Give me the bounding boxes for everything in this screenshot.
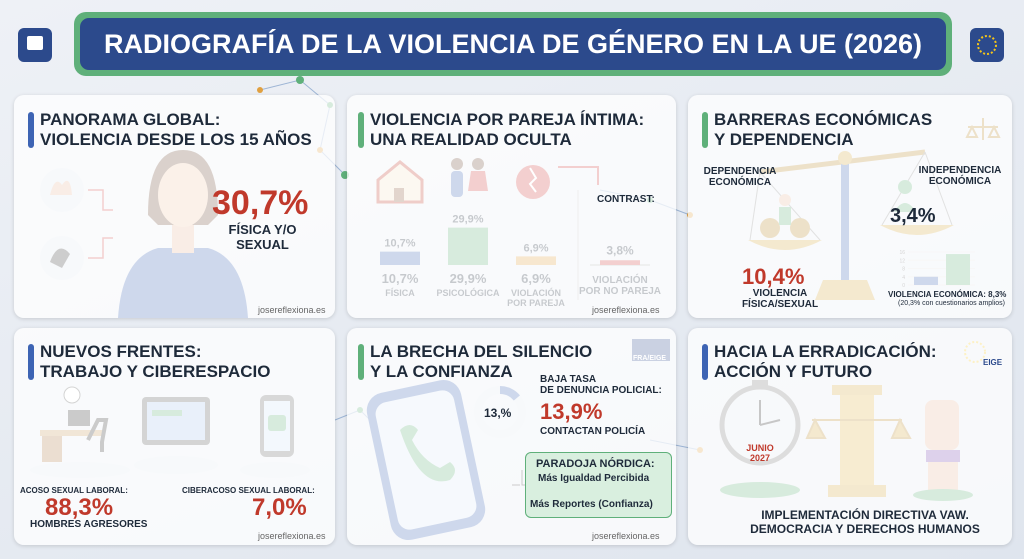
label-line: VIOLENCIA bbox=[752, 288, 808, 299]
stat-label: VIOLENCIA FÍSICA/SEXUAL bbox=[740, 288, 820, 310]
badge: FRA/EIGE bbox=[633, 355, 667, 362]
panel bbox=[14, 95, 335, 318]
heading: BAJA TASA DE DENUNCIA POLICIAL: bbox=[540, 374, 662, 396]
paradox-line: Más Reportes (Confianza) bbox=[530, 499, 653, 510]
label-line: 2027 bbox=[749, 453, 771, 463]
footer: josereflexiona.es bbox=[592, 305, 660, 315]
panel bbox=[14, 328, 335, 545]
paradox-line: Más Igualdad Percibida bbox=[538, 473, 650, 484]
panel bbox=[688, 95, 1012, 318]
stat: 10,4% bbox=[742, 264, 805, 289]
note: VIOLENCIA ECONÓMICA: 8,3% bbox=[888, 290, 1007, 299]
heading: CIBERACOSO SEXUAL LABORAL: bbox=[182, 486, 315, 495]
contrast-heading: CONTRAST: bbox=[597, 194, 655, 205]
clock-label: JUNIO 2027 bbox=[740, 443, 780, 463]
footer: josereflexiona.es bbox=[258, 531, 326, 541]
footer: josereflexiona.es bbox=[592, 531, 660, 541]
subnote: (20,3% con cuestionarios amplios) bbox=[898, 300, 1005, 307]
label-line: DEPENDENCIA bbox=[703, 166, 777, 177]
label-line: IMPLEMENTACIÓN DIRECTIVA VAW. bbox=[761, 508, 969, 522]
label-line: SEXUAL bbox=[236, 237, 289, 252]
title-line: NUEVOS FRENTES: bbox=[40, 342, 202, 361]
title-line: LA BRECHA DEL SILENCIO bbox=[370, 342, 593, 361]
title-line: TRABAJO Y CIBERESPACIO bbox=[40, 362, 271, 381]
title-line: HACIA LA ERRADICACIÓN: bbox=[714, 342, 937, 361]
label-line: ECONÓMICA bbox=[708, 177, 772, 188]
title-line: PANORAMA GLOBAL: bbox=[40, 110, 221, 129]
donut-label: 13,% bbox=[484, 406, 512, 420]
label-line: BAJA TASA bbox=[540, 374, 597, 385]
panel-title: HACIA LA ERRADICACIÓN: ACCIÓN Y FUTURO bbox=[702, 342, 937, 382]
stat: 30,7% bbox=[212, 184, 309, 222]
label-line: DE DENUNCIA POLICIAL: bbox=[540, 385, 662, 396]
stat-label: FÍSICA Y/O SEXUAL bbox=[215, 222, 310, 252]
panel-title: PANORAMA GLOBAL: VIOLENCIA DESDE LOS 15 A… bbox=[28, 110, 312, 150]
panel bbox=[688, 328, 1012, 545]
title-line: ACCIÓN Y FUTURO bbox=[714, 362, 873, 381]
panel bbox=[347, 95, 676, 318]
heading: ACOSO SEXUAL LABORAL: bbox=[20, 486, 128, 495]
panel-title: LA BRECHA DEL SILENCIO Y LA CONFIANZA bbox=[358, 342, 592, 382]
label: DEPENDENCIA ECONÓMICA bbox=[700, 166, 780, 188]
title-line: Y DEPENDENCIA bbox=[714, 130, 854, 149]
label-line: FÍSICA Y/O bbox=[228, 222, 297, 237]
stat-label: CONTACTAN POLICÍA bbox=[540, 426, 646, 437]
title-line: BARRERAS ECONÓMICAS bbox=[714, 110, 933, 129]
footer: josereflexiona.es bbox=[258, 305, 326, 315]
title-line: UNA REALIDAD OCULTA bbox=[370, 130, 572, 149]
title-line: Y LA CONFIANZA bbox=[370, 362, 513, 381]
main-title: RADIOGRAFÍA DE LA VIOLENCIA DE GÉNERO EN… bbox=[103, 29, 923, 59]
stat: 3,4% bbox=[890, 205, 936, 227]
stat: 7,0% bbox=[252, 494, 307, 521]
label-line: DEMOCRACIA Y DERECHOS HUMANOS bbox=[750, 522, 980, 536]
stat: 88,3% bbox=[45, 494, 114, 521]
panel-title: NUEVOS FRENTES: TRABAJO Y CIBERESPACIO bbox=[28, 342, 271, 382]
label-line: INDEPENDENCIA bbox=[918, 165, 1002, 176]
stat: 13,9% bbox=[540, 399, 603, 424]
title-line: VIOLENCIA POR PAREJA ÍNTIMA: bbox=[370, 110, 645, 129]
caption: IMPLEMENTACIÓN DIRECTIVA VAW. DEMOCRACIA … bbox=[730, 508, 1000, 536]
label: INDEPENDENCIA ECONÓMICA bbox=[915, 165, 1005, 187]
paradox-title: PARADOJA NÓRDICA: bbox=[536, 458, 655, 470]
label-line: JUNIO bbox=[746, 443, 774, 453]
label-line: FÍSICA/SEXUAL bbox=[741, 299, 819, 310]
title-line: VIOLENCIA DESDE LOS 15 AÑOS bbox=[40, 130, 312, 149]
paradox-box: PARADOJA NÓRDICA: Más Igualdad Percibida… bbox=[525, 452, 672, 518]
panel-title: VIOLENCIA POR PAREJA ÍNTIMA: UNA REALIDAD… bbox=[358, 110, 644, 150]
stat-label: HOMBRES AGRESORES bbox=[30, 519, 148, 530]
panel-title: BARRERAS ECONÓMICAS Y DEPENDENCIA bbox=[702, 110, 932, 150]
badge: EIGE bbox=[983, 358, 1003, 367]
label-line: ECONÓMICA bbox=[928, 176, 992, 187]
